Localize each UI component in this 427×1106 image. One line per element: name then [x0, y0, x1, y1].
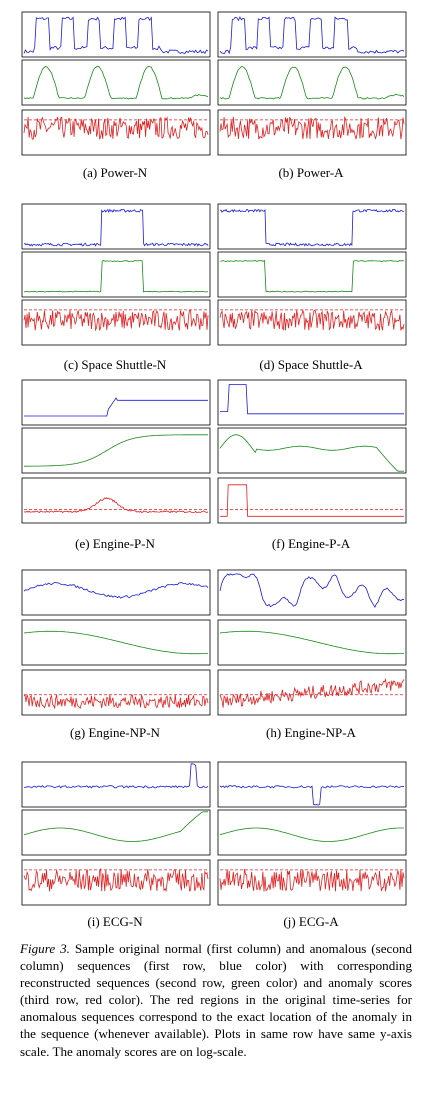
- caption-d: (d) Space Shuttle-A: [259, 357, 363, 372]
- series-h-score: [219, 677, 405, 708]
- panel-a-score: [21, 109, 211, 156]
- figure-panels: [21, 11, 407, 906]
- panel-d-original: [217, 203, 407, 250]
- series-a-original: [23, 16, 209, 55]
- panel-j-original: [217, 761, 407, 808]
- series-j-reconstruction: [219, 827, 405, 842]
- panel-b-reconstruction: [217, 59, 407, 106]
- figure-caption-text: Sample original normal (first column) an…: [20, 941, 413, 1059]
- panel-h-original: [217, 569, 407, 616]
- panel-c-reconstruction: [21, 251, 211, 298]
- panel-h-reconstruction: [217, 619, 407, 666]
- series-b-original: [219, 16, 405, 55]
- series-i-reconstruction: [23, 811, 208, 842]
- caption-h: (h) Engine-NP-A: [266, 725, 356, 740]
- series-a-reconstruction: [23, 65, 209, 100]
- panel-a-original: [21, 11, 211, 58]
- series-i-original: [23, 763, 209, 789]
- panel-d-reconstruction: [217, 251, 407, 298]
- panel-b-score: [217, 109, 407, 156]
- series-g-score: [23, 694, 209, 710]
- panel-c-score: [21, 299, 211, 346]
- series-f-score: [220, 484, 404, 517]
- caption-c: (c) Space Shuttle-N: [63, 357, 167, 372]
- series-e-original: [24, 397, 208, 417]
- series-c-score: [23, 309, 209, 332]
- panel-f-score: [217, 477, 407, 524]
- series-d-reconstruction: [219, 260, 405, 293]
- panel-j-reconstruction: [217, 809, 407, 856]
- caption-e: (e) Engine-P-N: [75, 536, 155, 551]
- series-c-original: [23, 208, 209, 247]
- series-d-original: [219, 208, 405, 247]
- series-j-score: [219, 869, 405, 892]
- panel-j-score: [217, 859, 407, 906]
- series-f-original: [220, 384, 404, 415]
- series-i-score: [23, 867, 209, 893]
- panel-e-score: [21, 477, 211, 524]
- panel-a-reconstruction: [21, 59, 211, 106]
- series-f-reconstruction: [219, 434, 404, 472]
- panel-c-original: [21, 203, 211, 250]
- panel-i-reconstruction: [21, 809, 211, 856]
- caption-g: (g) Engine-NP-N: [70, 725, 160, 740]
- panel-g-original: [21, 569, 211, 616]
- caption-i: (i) ECG-N: [87, 914, 143, 929]
- series-d-score: [219, 308, 405, 331]
- series-g-reconstruction: [23, 630, 209, 655]
- caption-j: (j) ECG-A: [283, 914, 339, 929]
- caption-f: (f) Engine-P-A: [271, 536, 351, 551]
- panel-g-score: [21, 669, 211, 716]
- series-h-reconstruction: [219, 630, 405, 655]
- panel-e-original: [21, 379, 211, 426]
- panel-g-reconstruction: [21, 619, 211, 666]
- series-j-original: [219, 785, 405, 806]
- figure-caption-label: Figure 3.: [20, 941, 70, 956]
- series-a-score: [23, 116, 209, 140]
- series-e-reconstruction: [24, 434, 208, 467]
- series-b-reconstruction: [219, 65, 405, 100]
- series-e-score: [23, 497, 209, 514]
- panel-i-original: [21, 761, 211, 808]
- caption-a: (a) Power-N: [82, 165, 148, 180]
- figure-caption: Figure 3. Sample original normal (first …: [20, 940, 412, 1060]
- caption-b: (b) Power-A: [278, 165, 344, 180]
- panel-f-original: [217, 379, 407, 426]
- panel-f-reconstruction: [217, 427, 407, 474]
- series-h-original: [219, 573, 405, 608]
- series-b-score: [219, 115, 405, 140]
- series-c-reconstruction: [23, 260, 209, 293]
- series-g-original: [23, 582, 209, 599]
- panel-b-original: [217, 11, 407, 58]
